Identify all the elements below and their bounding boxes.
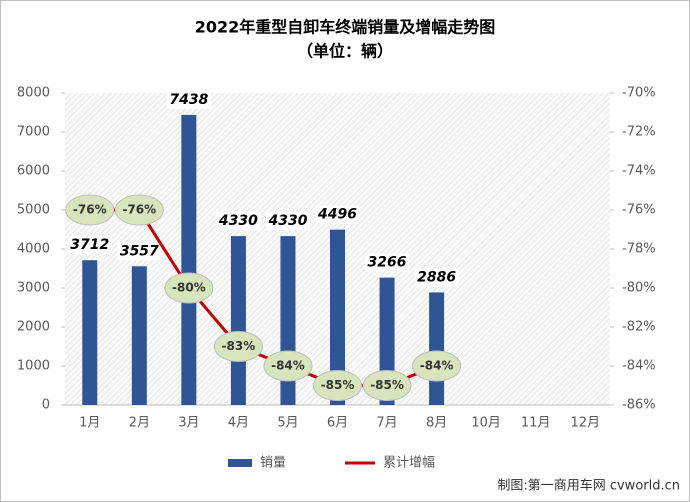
x-tick-label: 5月 bbox=[277, 416, 298, 431]
y-tick-label: 6000 bbox=[17, 164, 50, 179]
line-label-bg bbox=[263, 350, 313, 382]
bar bbox=[330, 229, 345, 405]
bar bbox=[181, 114, 197, 405]
legend-label: 销量 bbox=[260, 456, 286, 471]
bar-label-bg bbox=[117, 242, 162, 261]
line-label: -80% bbox=[172, 281, 206, 295]
y2-tick-label: -76% bbox=[622, 203, 656, 218]
y2-tick-label: -82% bbox=[622, 320, 656, 335]
line-label: -85% bbox=[370, 378, 404, 392]
bar-label: 2886 bbox=[417, 269, 456, 285]
bar bbox=[131, 266, 147, 405]
x-tick-label: 2月 bbox=[129, 416, 150, 431]
line-label: -84% bbox=[420, 359, 454, 373]
y2-tick-label: -80% bbox=[622, 281, 656, 296]
bar-label-bg bbox=[216, 212, 261, 231]
y2-tick-label: -74% bbox=[622, 164, 656, 179]
bar-label-bg bbox=[265, 212, 310, 231]
bar-label: 3712 bbox=[70, 237, 109, 253]
line-label-bg bbox=[65, 194, 115, 226]
line-label-bg bbox=[164, 272, 214, 304]
bar-label-bg bbox=[365, 253, 410, 272]
y2-tick-label: -72% bbox=[622, 125, 656, 140]
bar-label-bg bbox=[67, 236, 112, 255]
x-tick-label: 6月 bbox=[327, 416, 348, 431]
x-tick-label: 4月 bbox=[228, 416, 249, 431]
x-tick-label: 8月 bbox=[426, 416, 447, 431]
line-label: -76% bbox=[73, 203, 107, 217]
y-tick-label: 1000 bbox=[17, 359, 50, 374]
bar bbox=[230, 236, 246, 405]
line-label-bg bbox=[412, 350, 462, 382]
y-tick-label: 5000 bbox=[17, 203, 50, 218]
y2-tick-label: -84% bbox=[622, 359, 656, 374]
line-label-bg bbox=[114, 194, 164, 226]
y-tick-label: 7000 bbox=[17, 125, 50, 140]
bar-label: 4330 bbox=[218, 213, 258, 229]
chart-subtitle: （单位：辆） bbox=[297, 42, 393, 61]
bar-label: 7438 bbox=[169, 92, 208, 108]
legend-label: 累计增幅 bbox=[383, 456, 435, 471]
line-label: -76% bbox=[122, 203, 156, 217]
x-tick-label: 11月 bbox=[521, 416, 551, 431]
line-label-bg bbox=[313, 370, 362, 401]
y2-tick-label: -86% bbox=[622, 398, 656, 413]
y2-tick-label: -70% bbox=[622, 86, 656, 101]
line-label: -83% bbox=[222, 339, 256, 353]
bar-label: 3557 bbox=[120, 243, 159, 259]
x-tick-label: 1月 bbox=[79, 416, 100, 431]
line-label-bg bbox=[213, 331, 263, 362]
y-tick-label: 0 bbox=[42, 398, 50, 413]
y-tick-label: 8000 bbox=[17, 86, 50, 101]
y2-tick-label: -78% bbox=[622, 242, 656, 257]
y-tick-label: 4000 bbox=[17, 242, 50, 257]
x-tick-label: 3月 bbox=[178, 416, 199, 431]
bar-label-bg bbox=[414, 268, 459, 287]
line-label-bg bbox=[362, 370, 412, 401]
x-tick-label: 7月 bbox=[376, 416, 397, 431]
bar-label-bg bbox=[166, 90, 211, 109]
bar bbox=[82, 260, 98, 405]
bar-label-bg bbox=[315, 205, 360, 224]
bar-label: 4496 bbox=[317, 207, 357, 223]
y-tick-label: 2000 bbox=[17, 320, 50, 335]
y-tick-label: 3000 bbox=[17, 281, 50, 296]
legend-swatch bbox=[228, 459, 252, 467]
chart-title: 2022年重型自卸车终端销量及增幅走势图 bbox=[195, 18, 496, 37]
bar-label: 4330 bbox=[267, 213, 307, 229]
bar-label: 3266 bbox=[368, 255, 407, 271]
line-label: -84% bbox=[271, 359, 305, 373]
x-tick-label: 12月 bbox=[570, 416, 600, 431]
source: 制图:第一商用车网 cvworld.cn bbox=[497, 478, 680, 494]
line-label: -85% bbox=[321, 378, 355, 392]
bar bbox=[429, 292, 445, 405]
x-tick-label: 10月 bbox=[471, 416, 501, 431]
